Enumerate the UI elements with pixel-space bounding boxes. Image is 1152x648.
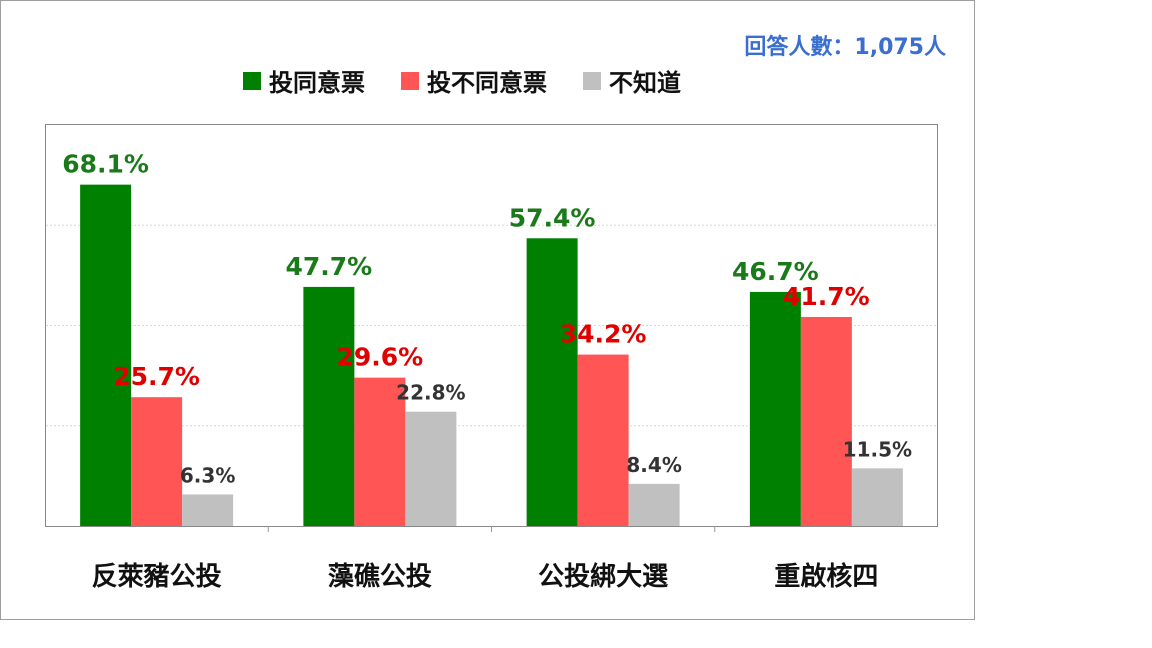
value-label-disagree-4: 41.7% [783,282,870,311]
value-label-disagree-2: 29.6% [337,343,424,372]
bar-agree-2 [303,286,355,526]
value-label-unknown-4: 11.5% [843,437,912,461]
value-label-agree-1: 68.1% [62,150,149,179]
value-label-agree-3: 57.4% [509,203,596,232]
legend-label-agree: 投同意票 [269,69,365,97]
value-label-unknown-3: 8.4% [626,453,681,477]
bar-disagree-2 [354,377,406,526]
category-label-2: 藻礁公投 [328,562,432,592]
bar-agree-3 [526,238,578,526]
category-label-4: 重啟核四 [774,561,878,592]
chart-frame: 回答人數：1,075人 投同意票 投不同意票 不知道 68.1% 25.7% 6.3… [0,0,975,620]
bar-agree-4 [749,291,801,526]
legend-item-unknown: 不知道 [583,63,681,98]
value-label-unknown-2: 22.8% [396,381,465,405]
bar-agree-1 [80,184,132,526]
legend-label-disagree: 投不同意票 [427,69,547,97]
legend-item-disagree: 投不同意票 [401,63,547,98]
bar-unknown-1 [182,494,234,526]
bar-disagree-4 [800,316,852,526]
bar-disagree-1 [131,397,183,526]
sample-size-note: 回答人數：1,075人 [744,35,946,60]
legend-swatch-unknown [583,71,601,90]
category-label-1: 反萊豬公投 [92,562,222,592]
value-label-disagree-3: 34.2% [560,320,647,349]
category-label-3: 公投綁大選 [538,562,668,592]
legend-swatch-disagree [401,71,419,90]
bar-disagree-3 [577,354,629,526]
bar-chart: 68.1% 25.7% 6.3% 反萊豬公投 47.7% 29.6% 22.8% 藻礁公投 57… [46,150,937,592]
legend-item-agree: 投同意票 [243,63,365,98]
bar-unknown-4 [851,468,903,526]
value-label-agree-4: 46.7% [732,257,819,286]
legend-swatch-agree [243,71,261,90]
bar-unknown-2 [405,411,457,526]
legend-label-unknown: 不知道 [609,69,681,97]
value-label-unknown-1: 6.3% [180,463,235,487]
value-label-agree-2: 47.7% [286,252,373,281]
bar-unknown-3 [628,483,680,526]
legend: 投同意票 投不同意票 不知道 [243,63,717,98]
value-label-disagree-1: 25.7% [113,362,200,391]
